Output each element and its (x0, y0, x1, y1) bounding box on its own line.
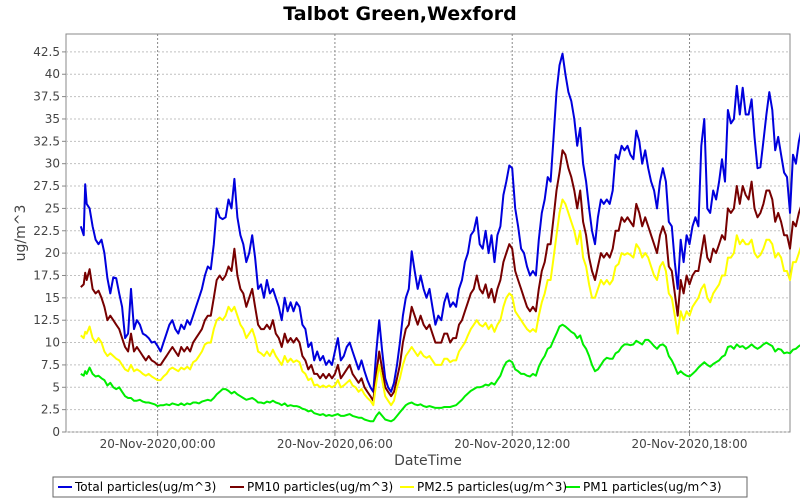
y-tick-label: 17.5 (33, 268, 60, 282)
y-tick-label: 7.5 (41, 358, 60, 372)
y-tick-label: 10 (45, 336, 60, 350)
legend-label-3: PM1 particles(ug/m^3) (583, 480, 722, 494)
legend: Total particles(ug/m^3) PM10 particles(ug… (52, 476, 748, 498)
y-tick-label: 27.5 (33, 179, 60, 193)
series-group (79, 52, 800, 423)
y-tick-label: 42.5 (33, 45, 60, 59)
series-line-0 (79, 52, 800, 393)
x-tick-label: 20-Nov-2020,18:00 (632, 437, 748, 451)
chart-title: Talbot Green,Wexford (283, 3, 516, 25)
y-tick-label: 32.5 (33, 134, 60, 148)
legend-label-0: Total particles(ug/m^3) (74, 480, 216, 494)
y-tick-label: 30 (45, 157, 60, 171)
y-tick-label: 37.5 (33, 90, 60, 104)
y-tick-label: 20 (45, 246, 60, 260)
series-line-2 (80, 198, 800, 407)
y-tick-label: 12.5 (33, 313, 60, 327)
series-line-1 (80, 149, 800, 402)
x-axis-title: DateTime (394, 453, 462, 469)
y-tick-label: 40 (45, 67, 60, 81)
y-tick-label: 2.5 (41, 403, 60, 417)
plot-area (65, 33, 791, 433)
y-tick-label: 25 (45, 201, 60, 215)
y-tick-label: 5 (52, 380, 60, 394)
x-tick-label: 20-Nov-2020,12:00 (454, 437, 570, 451)
y-axis-title: ug/m^3 (13, 205, 29, 262)
y-tick-label: 35 (45, 112, 60, 126)
x-tick-label: 20-Nov-2020,06:00 (277, 437, 393, 451)
y-tick-label: 15 (45, 291, 60, 305)
grid-lines (66, 34, 790, 433)
series-line-3 (80, 323, 800, 423)
y-tick-label: 22.5 (33, 224, 60, 238)
y-tick-label: 0 (52, 425, 60, 439)
legend-label-2: PM2.5 particles(ug/m^3) (417, 480, 567, 494)
x-tick-label: 20-Nov-2020,00:00 (100, 437, 216, 451)
legend-label-1: PM10 particles(ug/m^3) (247, 480, 393, 494)
axes: 0 2.5 5 7.5 10 12.5 15 17.5 20 22.5 25 27.5 30 32.5 35… (33, 45, 747, 451)
